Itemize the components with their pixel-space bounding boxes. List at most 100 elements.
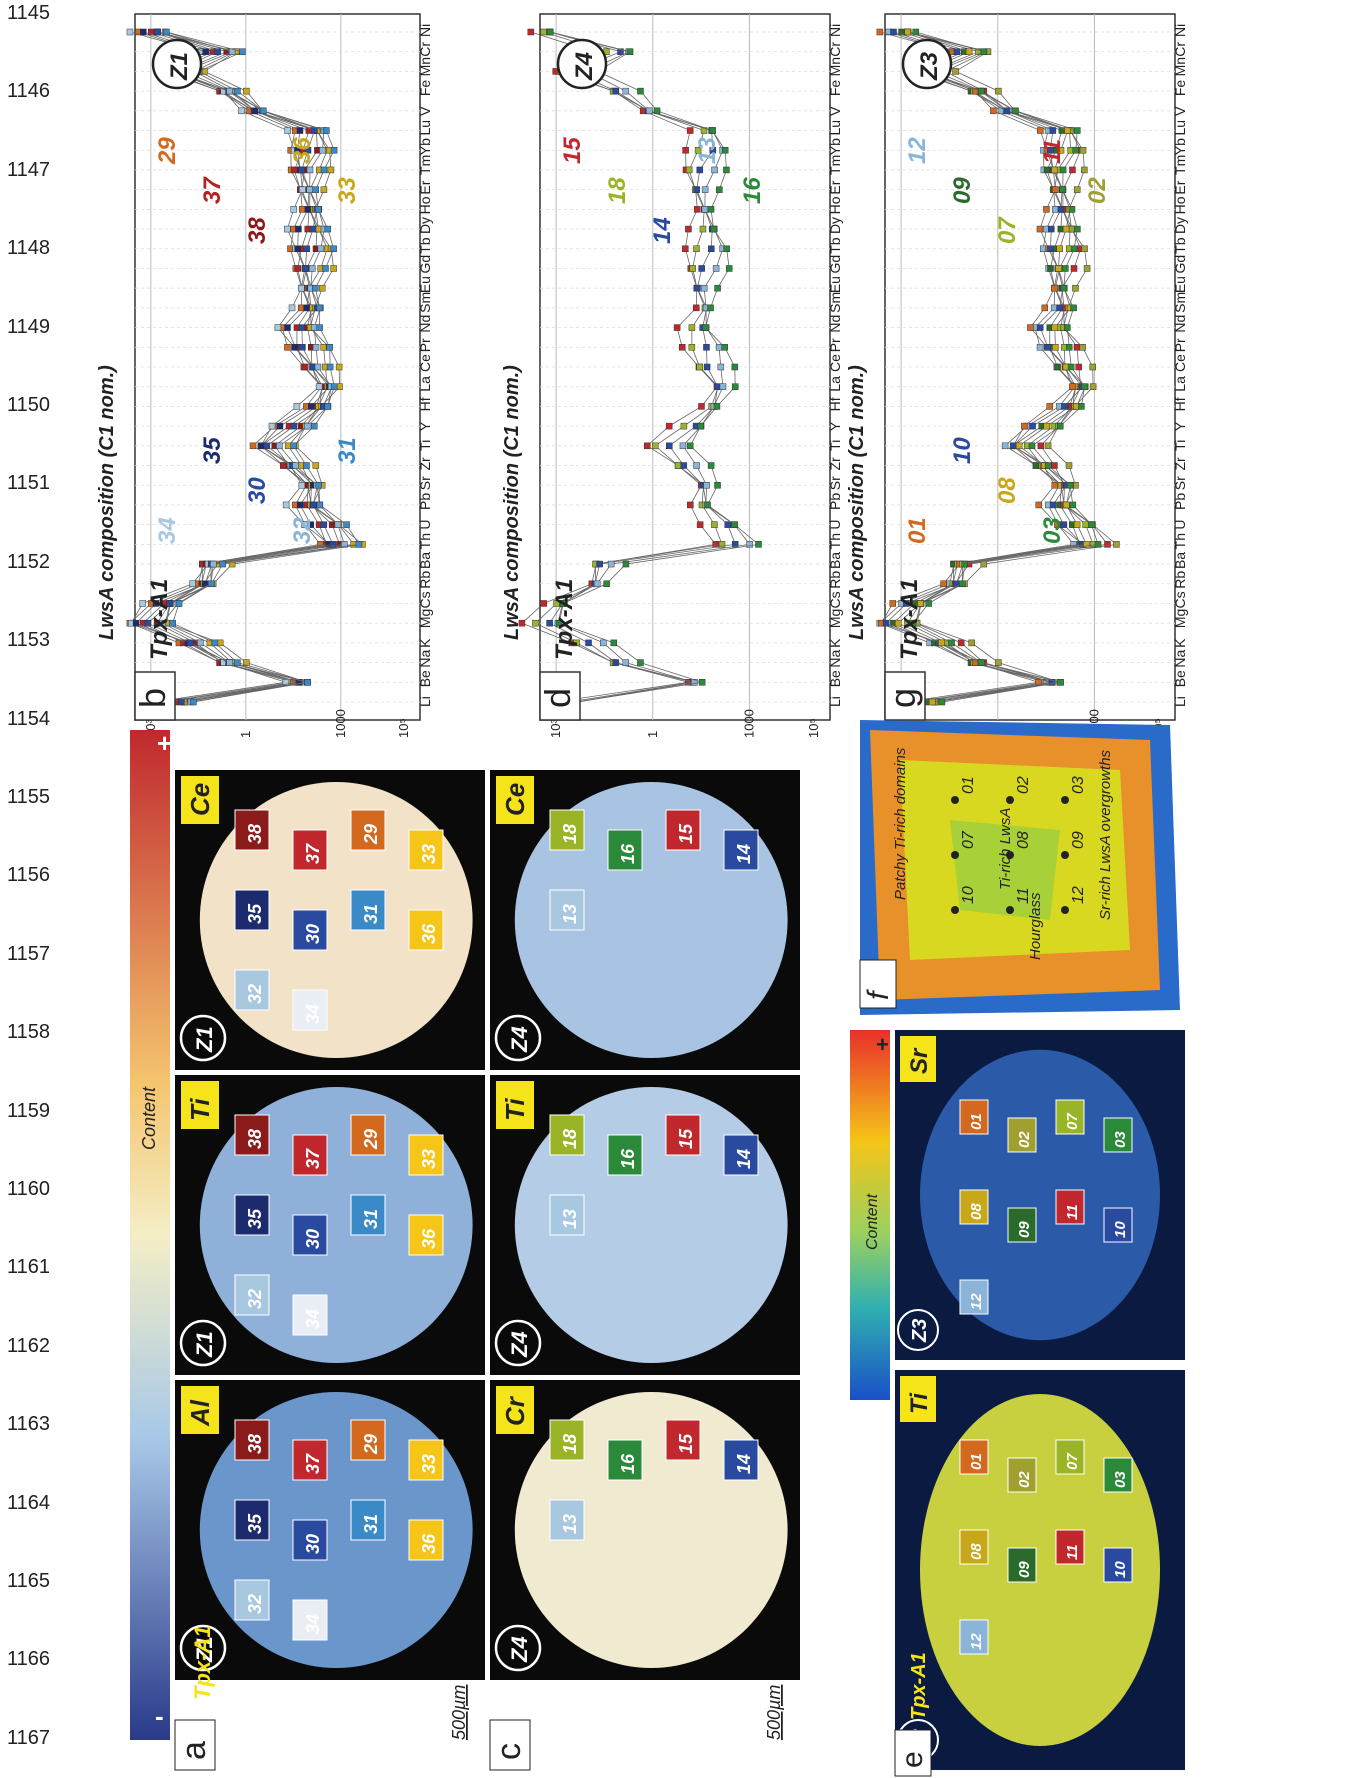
data-point xyxy=(721,344,728,351)
data-point xyxy=(308,265,316,272)
data-point xyxy=(322,265,329,272)
scale-bar: 500µm xyxy=(764,1685,784,1740)
data-point xyxy=(1081,166,1088,174)
data-point xyxy=(540,28,547,36)
data-point xyxy=(320,186,328,193)
element-tag-box xyxy=(496,776,534,824)
data-point xyxy=(731,363,739,371)
element-label: Th xyxy=(417,533,433,549)
data-point xyxy=(293,403,301,410)
point-label-box xyxy=(959,1189,989,1225)
data-point xyxy=(699,225,707,233)
data-point xyxy=(1036,344,1044,351)
point-label-box xyxy=(350,889,386,931)
tick-label: 1 xyxy=(645,731,660,738)
element-label: K xyxy=(827,638,843,648)
data-point xyxy=(320,521,328,528)
element-label: La xyxy=(827,376,843,392)
data-point xyxy=(330,146,338,154)
element-label: U xyxy=(1172,520,1188,530)
data-point xyxy=(755,541,762,548)
element-map-cr-z4: Cr Z4 18 16 15 14 13 xyxy=(490,1380,800,1680)
point-label-box xyxy=(408,1519,444,1561)
data-point xyxy=(928,698,936,706)
data-point xyxy=(315,225,322,233)
tick-label: 10⁵ xyxy=(806,718,821,738)
point-label: 03 xyxy=(1112,1471,1129,1488)
point-label-box xyxy=(959,1279,989,1315)
point-label-box xyxy=(723,1134,759,1176)
point-label-box xyxy=(549,1114,585,1156)
data-point xyxy=(210,560,217,568)
tick-label: 1000 xyxy=(333,709,348,738)
zone-label: Z1 xyxy=(192,1331,217,1358)
data-point xyxy=(1051,206,1059,213)
point-label-box xyxy=(959,1529,989,1565)
schematic-point xyxy=(1006,851,1014,859)
point-label: 18 xyxy=(560,824,580,844)
data-point xyxy=(707,206,715,213)
data-point xyxy=(725,265,733,272)
series-label: 09 xyxy=(949,177,976,204)
element-label: Ni xyxy=(1172,24,1188,37)
data-point xyxy=(707,304,714,312)
data-point xyxy=(1081,245,1088,253)
element-label: Lu xyxy=(417,120,433,136)
tick-label: 10³ xyxy=(548,719,563,738)
line-number: 1161 xyxy=(6,1256,50,1279)
series-label: 31 xyxy=(334,437,361,464)
data-point xyxy=(306,186,313,193)
zone-circle xyxy=(179,1624,227,1672)
data-point xyxy=(291,344,299,351)
data-point xyxy=(298,206,306,213)
point-label: 37 xyxy=(303,843,323,864)
element-label: Gd xyxy=(417,255,433,274)
element-label: Th xyxy=(827,533,843,549)
data-point xyxy=(712,541,719,548)
point-label: 12 xyxy=(968,1633,985,1650)
zone-label: Z4 xyxy=(571,52,598,81)
data-point xyxy=(274,324,282,331)
element-label: Ba xyxy=(827,552,843,569)
element-map-sr-z3: Sr Z3 01 02 07 03 08 09 11 10 12 xyxy=(895,1030,1185,1360)
data-point xyxy=(607,560,615,568)
series-label: 10 xyxy=(949,437,976,464)
schematic-point-label: 12 xyxy=(1070,886,1087,904)
data-point xyxy=(1051,284,1058,292)
data-point xyxy=(701,206,709,213)
data-point xyxy=(968,639,975,647)
tick-label: 1000 xyxy=(741,709,756,738)
zone-label: Z1 xyxy=(192,1636,217,1663)
data-point xyxy=(1081,383,1088,390)
data-point xyxy=(712,265,720,272)
data-point xyxy=(646,107,653,115)
point-label-box xyxy=(292,1439,328,1481)
data-point xyxy=(1035,501,1043,509)
panel-letter: f xyxy=(862,989,895,1000)
data-point xyxy=(1049,127,1057,134)
point-label: 33 xyxy=(419,1149,439,1169)
data-point xyxy=(1037,127,1044,134)
schematic-point-label: 01 xyxy=(960,776,977,794)
data-point xyxy=(324,225,332,233)
panel-letter: c xyxy=(490,1743,528,1760)
element-label: Lu xyxy=(827,120,843,136)
element-label: Cr xyxy=(417,42,433,57)
data-point xyxy=(341,541,348,548)
element-label: Ti xyxy=(827,440,843,451)
data-point xyxy=(292,462,299,469)
data-point xyxy=(330,265,337,272)
element-tag: Ce xyxy=(185,783,215,816)
element-label: Ni xyxy=(417,24,433,37)
element-label: Cr xyxy=(827,42,843,57)
element-label: Dy xyxy=(827,217,843,234)
point-label-box xyxy=(292,829,328,871)
schematic-point xyxy=(951,906,959,914)
data-point xyxy=(301,521,308,528)
data-point xyxy=(144,619,152,627)
point-label-box xyxy=(234,809,270,851)
data-point xyxy=(1051,324,1059,331)
data-point xyxy=(169,619,176,627)
